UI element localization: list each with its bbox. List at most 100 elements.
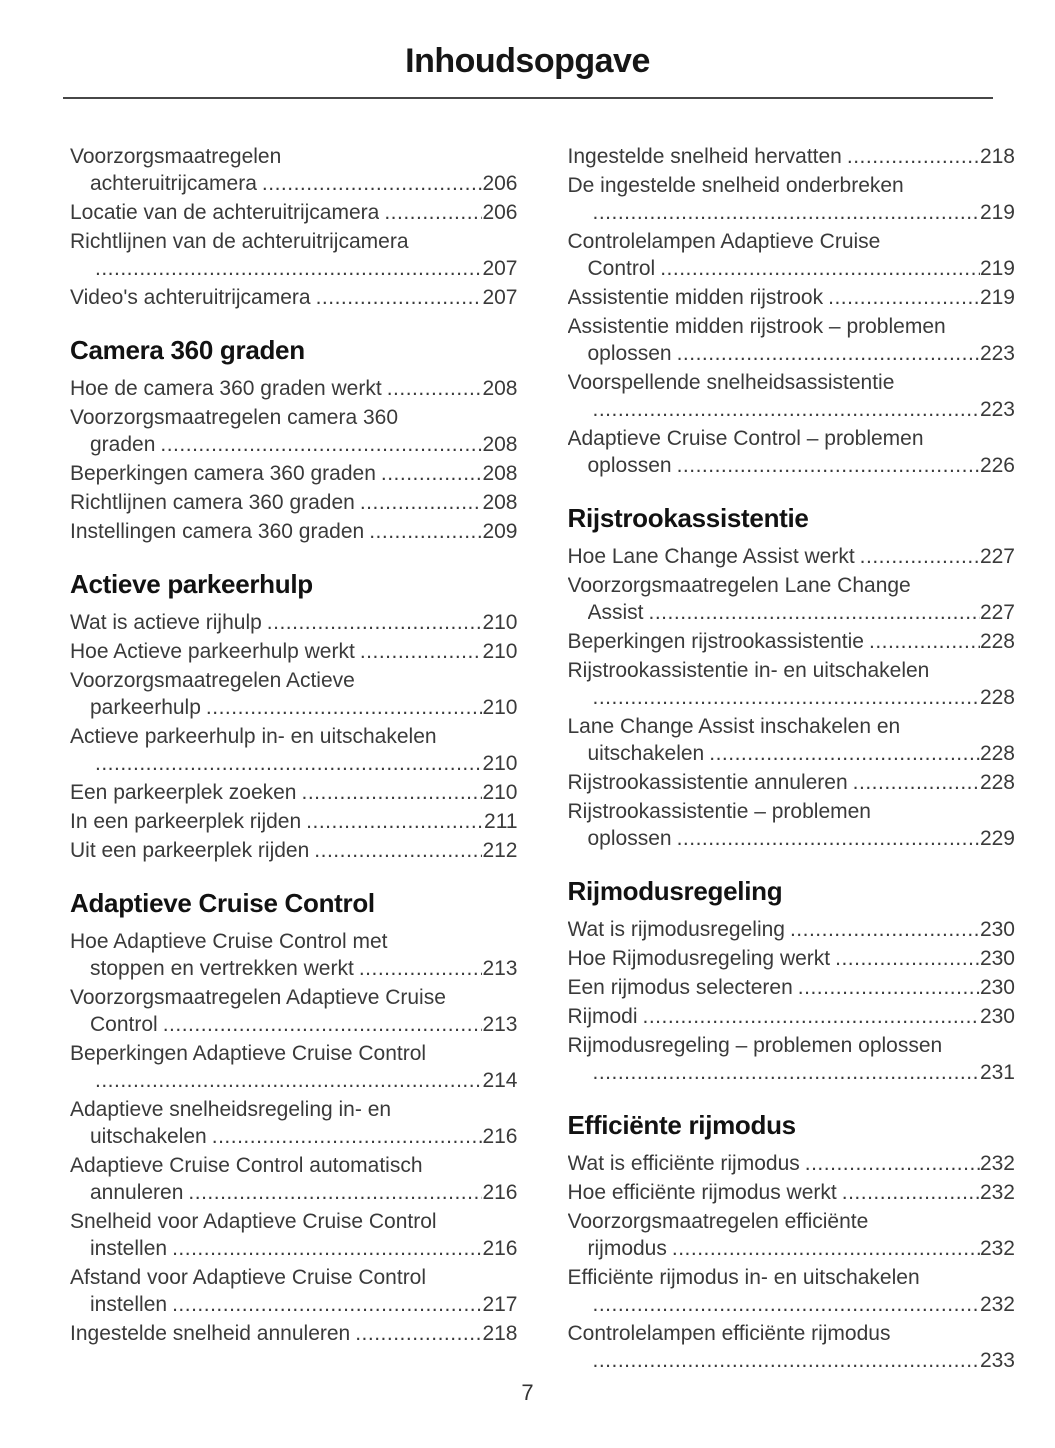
toc-entry-text: Control [587, 257, 656, 280]
toc-entry: Beperkingen camera 360 graden 208 [70, 460, 518, 487]
toc-entry: Richtlijnen camera 360 graden 208 [70, 489, 518, 516]
toc-entry: Controlelampen Adaptieve Cruise Control 21… [568, 228, 1016, 282]
toc-entry-text: Voorzorgsmaatregelen Lane Change [567, 574, 911, 597]
toc-entry-line: Voorzorgsmaatregelen [70, 143, 518, 170]
toc-entry-line: stoppen en vertrekken werkt 213 [70, 955, 518, 982]
toc-entry-line: Control 213 [70, 1011, 518, 1038]
toc-entry-line: Voorzorgsmaatregelen camera 360 [70, 404, 518, 431]
section-heading: Rijmodusregeling [567, 876, 783, 906]
dot-leader [677, 825, 980, 852]
toc-entry-line: Voorzorgsmaatregelen Actieve [70, 667, 518, 694]
toc-entry: Adaptieve snelheidsregeling in- en uitsch… [70, 1096, 518, 1150]
dot-leader [660, 255, 980, 282]
toc-entry-text: Adaptieve Cruise Control automatisch [70, 1154, 423, 1177]
toc-entry-page: 219 [979, 257, 1015, 280]
toc-entry-line: Hoe de camera 360 graden werkt 208 [70, 375, 518, 402]
toc-column-right: Ingestelde snelheid hervatten 218 De inges… [568, 143, 1016, 1376]
page-number: 7 [521, 1380, 534, 1405]
toc-entry-page: 232 [979, 1181, 1015, 1204]
dot-leader [835, 945, 980, 972]
toc-entry: Voorzorgsmaatregelen Lane Change Assist 22… [568, 572, 1016, 626]
dot-leader [360, 638, 483, 665]
toc-entry-page: 230 [979, 976, 1015, 999]
toc-entry-line: Ingestelde snelheid annuleren 218 [70, 1320, 518, 1347]
section-heading: Efficiënte rijmodus [567, 1110, 797, 1140]
toc-entry-line: Voorspellende snelheidsassistentie [568, 369, 1016, 396]
toc-entry-page: 229 [979, 827, 1015, 850]
toc-entry-line: 210 [70, 750, 517, 777]
toc-entry: Ingestelde snelheid hervatten 218 [568, 143, 1016, 170]
toc-entry-line: 214 [70, 1067, 517, 1094]
dot-leader [593, 1291, 980, 1318]
page-footer: 7 [0, 1380, 1055, 1448]
toc-entry-page: 226 [979, 454, 1015, 477]
toc-entry-text: Voorzorgsmaatregelen [70, 145, 282, 168]
toc-entry-page: 216 [482, 1125, 518, 1148]
toc-entry-page: 232 [979, 1237, 1015, 1260]
toc-entry: Hoe Adaptieve Cruise Control met stoppen … [70, 928, 518, 982]
dot-leader [387, 375, 483, 402]
toc-entry-text: De ingestelde snelheid onderbreken [567, 174, 904, 197]
toc-entry-line: Beperkingen rijstrookassistentie 228 [568, 628, 1016, 655]
toc-entry-page: 210 [482, 696, 518, 719]
toc-entry-text: parkeerhulp [90, 696, 201, 719]
toc-entry-page: 210 [482, 611, 518, 634]
toc-entry-line: Video's achteruitrijcamera 207 [70, 284, 518, 311]
toc-columns: Voorzorgsmaatregelen achteruitrijcamera 20… [0, 143, 1055, 1380]
toc-entry-page: 223 [979, 342, 1015, 365]
toc-entry-line: oplossen 226 [568, 452, 1016, 479]
toc-entry: Voorzorgsmaatregelen achteruitrijcamera 20… [70, 143, 518, 197]
toc-entry-line: Voorzorgsmaatregelen Lane Change [568, 572, 1016, 599]
toc-entry: Hoe Actieve parkeerhulp werkt 210 [70, 638, 518, 665]
toc-entry-line: Efficiënte rijmodus in- en uitschakelen [568, 1264, 1016, 1291]
section-heading: Rijstrookassistentie [567, 503, 809, 533]
toc-entry-text: Hoe efficiënte rijmodus werkt [567, 1181, 837, 1204]
dot-leader [593, 1059, 980, 1086]
toc-entry-text: Ingestelde snelheid annuleren [70, 1322, 351, 1345]
toc-entry-text: Richtlijnen van de achteruitrijcamera [70, 230, 409, 253]
dot-leader [381, 460, 483, 487]
toc-entry-line: Een parkeerplek zoeken 210 [70, 779, 518, 806]
toc-entry-line: Locatie van de achteruitrijcamera 206 [70, 199, 518, 226]
toc-entry-text: Video's achteruitrijcamera [70, 286, 311, 309]
toc-entry-line: Rijstrookassistentie annuleren 228 [568, 769, 1016, 796]
toc-entry-page: 228 [979, 771, 1015, 794]
toc-entry-page: 211 [484, 810, 518, 833]
toc-entry-text: Hoe Adaptieve Cruise Control met [70, 930, 388, 953]
dot-leader [316, 284, 483, 311]
toc-entry-text: In een parkeerplek rijden [70, 810, 302, 833]
toc-entry-text: Richtlijnen camera 360 graden [70, 491, 355, 514]
toc-entry: Een rijmodus selecteren 230 [568, 974, 1016, 1001]
toc-entry-text: Uit een parkeerplek rijden [70, 839, 310, 862]
toc-entry: Hoe Lane Change Assist werkt 227 [568, 543, 1016, 570]
toc-entry-line: Beperkingen Adaptieve Cruise Control [70, 1040, 518, 1067]
toc-entry-text: Hoe Lane Change Assist werkt [567, 545, 855, 568]
dot-leader [860, 543, 980, 570]
toc-entry-text: Voorzorgsmaatregelen camera 360 [70, 406, 399, 429]
toc-entry-page: 230 [979, 1005, 1015, 1028]
toc-entry-text: oplossen [587, 342, 672, 365]
toc-entry-page: 208 [482, 433, 518, 456]
toc-entry-line: uitschakelen 228 [568, 740, 1016, 767]
toc-entry-line: achteruitrijcamera 206 [70, 170, 518, 197]
toc-entry-line: 223 [568, 396, 1015, 423]
toc-entry: Voorspellende snelheidsassistentie 223 [568, 369, 1016, 423]
dot-leader [172, 1235, 482, 1262]
toc-entry-page: 232 [979, 1293, 1015, 1316]
toc-entry: Voorzorgsmaatregelen Actieve parkeerhulp 2… [70, 667, 518, 721]
toc-entry-line: Beperkingen camera 360 graden 208 [70, 460, 518, 487]
toc-entry-page: 206 [482, 172, 518, 195]
dot-leader [672, 1235, 980, 1262]
dot-leader [188, 1179, 482, 1206]
toc-entry-text: Adaptieve Cruise Control – problemen [567, 427, 924, 450]
toc-entry-text: Wat is rijmodusregeling [567, 918, 785, 941]
toc-entry-line: oplossen 229 [568, 825, 1016, 852]
toc-entry-text: instellen [90, 1293, 168, 1316]
toc-entry: Actieve parkeerhulp in- en uitschakelen 2… [70, 723, 518, 777]
toc-entry-text: instellen [90, 1237, 168, 1260]
toc-entry-line: Adaptieve Cruise Control – problemen [568, 425, 1016, 452]
toc-entry-page: 210 [482, 781, 518, 804]
toc-entry-line: Hoe Rijmodusregeling werkt 230 [568, 945, 1016, 972]
toc-entry-line: Wat is actieve rijhulp 210 [70, 609, 518, 636]
